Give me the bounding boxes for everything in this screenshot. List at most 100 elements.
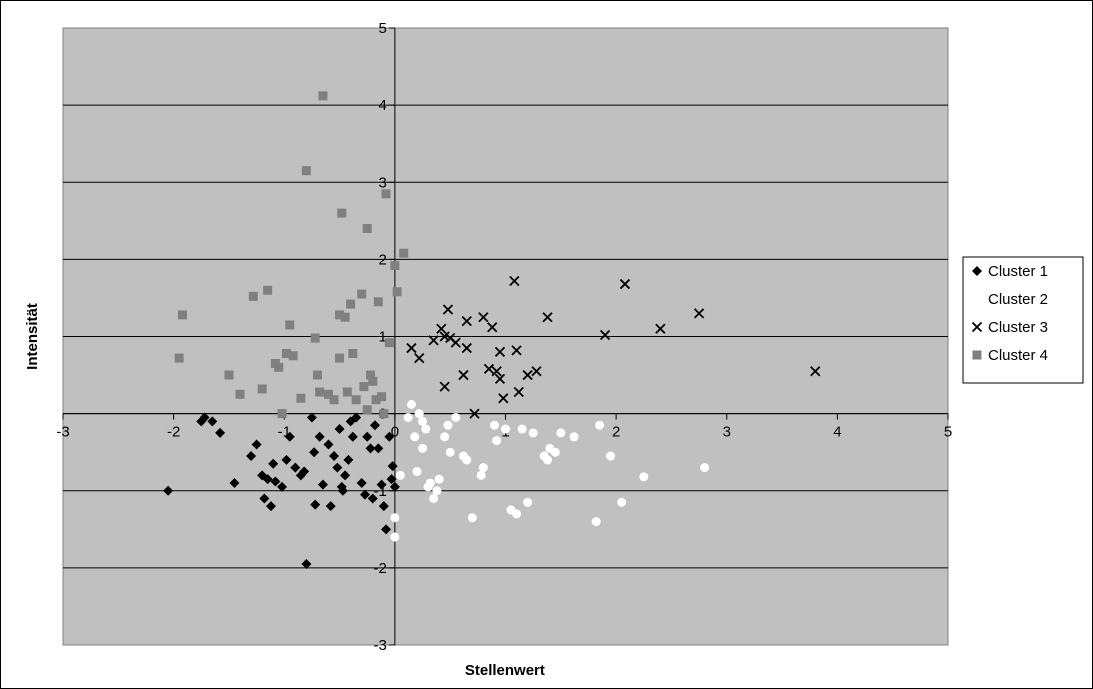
data-point (366, 370, 376, 380)
data-point (509, 275, 520, 287)
data-point (442, 304, 454, 315)
data-point (418, 443, 428, 453)
data-point (362, 431, 373, 442)
data-point (337, 485, 348, 496)
data-point (406, 342, 417, 354)
data-point (513, 386, 524, 398)
data-point (478, 312, 489, 323)
data-point (259, 493, 270, 504)
data-point (462, 455, 472, 465)
data-point (323, 439, 334, 450)
series-3 (406, 275, 821, 419)
data-point (810, 366, 821, 377)
data-point (542, 312, 553, 323)
data-point (281, 348, 291, 358)
x-tick-label: -2 (167, 424, 180, 441)
data-point (335, 310, 345, 320)
data-point (365, 443, 376, 454)
legend-label: Cluster 4 (988, 347, 1048, 364)
data-point (389, 481, 400, 492)
data-point (207, 416, 218, 427)
data-point (429, 493, 439, 503)
data-point (177, 310, 187, 320)
data-point (381, 189, 391, 199)
data-point (224, 370, 234, 380)
data-point (235, 389, 245, 399)
data-point (523, 497, 533, 507)
data-point (329, 451, 340, 462)
data-point (248, 291, 258, 301)
data-point (306, 412, 317, 423)
data-point (606, 451, 616, 461)
data-point (700, 463, 710, 473)
data-point (163, 485, 174, 496)
data-point (395, 470, 405, 480)
data-point (599, 329, 611, 341)
legend-item: Cluster 2 (972, 291, 1048, 308)
legend-item: Cluster 3 (971, 319, 1048, 336)
legend-label: Cluster 3 (988, 319, 1048, 336)
data-point (335, 353, 345, 363)
data-point (369, 420, 380, 431)
data-point (501, 424, 510, 434)
data-point (373, 443, 384, 454)
data-point (343, 454, 354, 465)
data-point (368, 376, 378, 386)
data-point (440, 432, 450, 442)
x-tick-label: -3 (56, 424, 69, 441)
data-point (362, 405, 372, 415)
data-point (390, 261, 400, 271)
data-point (517, 424, 527, 434)
data-point (310, 333, 320, 343)
data-point (288, 351, 298, 361)
data-point (257, 384, 267, 394)
data-point (494, 346, 506, 358)
data-point (378, 501, 389, 512)
data-point (229, 478, 240, 489)
data-point (381, 524, 392, 535)
data-point (469, 408, 480, 419)
data-point (342, 387, 352, 397)
data-point (655, 323, 666, 334)
data-point (414, 352, 425, 364)
data-point (379, 409, 389, 419)
x-tick-label: 4 (833, 424, 841, 441)
data-point (262, 474, 273, 485)
data-point (428, 335, 439, 346)
data-point (591, 517, 601, 527)
data-point (406, 399, 416, 409)
data-point (550, 447, 560, 457)
y-tick-label: 2 (379, 251, 387, 268)
data-point (340, 312, 350, 322)
data-point (301, 166, 311, 176)
data-point (270, 476, 281, 487)
legend-label: Cluster 2 (988, 291, 1048, 308)
data-point (199, 412, 210, 423)
data-point (556, 428, 566, 438)
data-point (376, 479, 387, 490)
data-point (324, 389, 333, 399)
data-point (522, 369, 533, 381)
data-point (619, 278, 631, 290)
legend-item: Cluster 1 (972, 263, 1048, 280)
data-point (425, 478, 435, 488)
legend-marker (972, 266, 982, 276)
data-point (299, 466, 310, 477)
data-point (445, 447, 455, 457)
data-point (174, 353, 184, 363)
legend-box (962, 256, 1084, 384)
data-point (461, 315, 472, 327)
data-point (274, 362, 284, 372)
data-point (360, 489, 371, 500)
data-point (410, 432, 420, 442)
data-point (421, 424, 431, 434)
data-point (348, 348, 358, 358)
x-tick-label: 2 (612, 424, 620, 441)
data-point (263, 285, 273, 295)
data-point (246, 451, 257, 462)
legend-marker (972, 294, 982, 304)
data-point (251, 439, 262, 450)
data-point (436, 323, 447, 334)
data-point (332, 462, 343, 473)
